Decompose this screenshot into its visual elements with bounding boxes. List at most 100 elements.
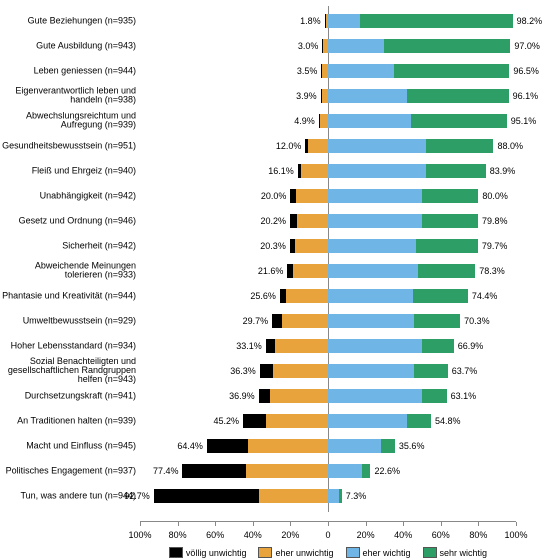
bar-sehr_wichtig [422, 389, 447, 403]
bar-eher_unwichtig [282, 314, 328, 328]
bar-eher_wichtig [328, 314, 414, 328]
bar-eher_unwichtig [273, 364, 328, 378]
chart-row: Phantasie und Kreativität (n=944)25.6%74… [0, 283, 560, 308]
chart-row: Eigenverantwortlich leben und handeln (n… [0, 83, 560, 108]
bar-voellig_unwichtig [287, 264, 293, 278]
chart-row: Abwechslungsreichtum und Aufregung (n=93… [0, 108, 560, 133]
bar-sehr_wichtig [407, 414, 431, 428]
chart-row: An Traditionen halten (n=939)45.2%54.8% [0, 408, 560, 433]
neg-pct-label: 1.8% [279, 16, 321, 26]
x-tick-label: 60% [206, 530, 224, 540]
row-label: Unabhängigkeit (n=942) [0, 191, 136, 200]
legend-label: völlig unwichtig [186, 548, 247, 558]
row-label: Eigenverantwortlich leben und handeln (n… [0, 86, 136, 105]
row-label: Politisches Engagement (n=937) [0, 466, 136, 475]
bar-sehr_wichtig [414, 314, 460, 328]
bar-eher_wichtig [328, 114, 411, 128]
pos-pct-label: 79.7% [482, 241, 508, 251]
bar-sehr_wichtig [418, 264, 475, 278]
x-tick [215, 522, 216, 526]
x-tick [366, 522, 367, 526]
bar-eher_wichtig [328, 389, 422, 403]
bar-voellig_unwichtig [290, 214, 297, 228]
bar-eher_unwichtig [248, 439, 328, 453]
neg-pct-label: 20.3% [244, 241, 286, 251]
x-tick-label: 60% [432, 530, 450, 540]
row-label: Durchsetzungskraft (n=941) [0, 391, 136, 400]
chart-row: Sozial Benachteiligten und gesellschaftl… [0, 358, 560, 383]
neg-pct-label: 12.0% [259, 141, 301, 151]
bar-eher_unwichtig [296, 189, 328, 203]
chart-row: Politisches Engagement (n=937)77.4%22.6% [0, 458, 560, 483]
bar-eher_wichtig [328, 239, 416, 253]
bar-voellig_unwichtig [321, 64, 322, 78]
x-tick-label: 100% [504, 530, 527, 540]
pos-pct-label: 78.3% [479, 266, 505, 276]
bar-eher_wichtig [328, 64, 394, 78]
bar-eher_wichtig [328, 39, 384, 53]
row-label: Abwechslungsreichtum und Aufregung (n=93… [0, 111, 136, 130]
chart-row: Macht und Einfluss (n=945)64.4%35.6% [0, 433, 560, 458]
row-label: Gesundheitsbewusstsein (n=951) [0, 141, 136, 150]
bar-sehr_wichtig [407, 89, 509, 103]
legend-swatch [169, 547, 183, 558]
neg-pct-label: 29.7% [226, 316, 268, 326]
bar-voellig_unwichtig [319, 114, 321, 128]
legend-item: eher wichtig [346, 547, 411, 558]
bar-voellig_unwichtig [298, 164, 302, 178]
pos-pct-label: 95.1% [511, 116, 537, 126]
legend-label: eher wichtig [363, 548, 411, 558]
neg-pct-label: 21.6% [241, 266, 283, 276]
pos-pct-label: 83.9% [490, 166, 516, 176]
bar-eher_unwichtig [320, 114, 328, 128]
row-label: Leben geniessen (n=944) [0, 66, 136, 75]
x-tick [140, 522, 141, 526]
bar-eher_wichtig [328, 364, 414, 378]
bar-voellig_unwichtig [321, 89, 322, 103]
bar-eher_wichtig [328, 164, 426, 178]
bar-voellig_unwichtig [290, 189, 296, 203]
row-label: An Traditionen halten (n=939) [0, 416, 136, 425]
diverging-bar-chart: Gute Beziehungen (n=935)1.8%98.2%Gute Au… [0, 0, 560, 560]
legend-label: eher unwichtig [275, 548, 333, 558]
bar-sehr_wichtig [381, 439, 395, 453]
chart-row: Abweichende Meinungen tolerieren (n=933)… [0, 258, 560, 283]
chart-row: Durchsetzungskraft (n=941)36.9%63.1% [0, 383, 560, 408]
row-label: Macht und Einfluss (n=945) [0, 441, 136, 450]
bar-sehr_wichtig [426, 139, 494, 153]
neg-pct-label: 92.7% [108, 491, 150, 501]
neg-pct-label: 64.4% [161, 441, 203, 451]
bar-eher_unwichtig [259, 489, 328, 503]
pos-pct-label: 66.9% [458, 341, 484, 351]
neg-pct-label: 3.9% [275, 91, 317, 101]
bar-voellig_unwichtig [305, 139, 308, 153]
pos-pct-label: 98.2% [517, 16, 543, 26]
neg-pct-label: 4.9% [273, 116, 315, 126]
bar-voellig_unwichtig [243, 414, 266, 428]
bar-voellig_unwichtig [266, 339, 275, 353]
chart-row: Unabhängigkeit (n=942)20.0%80.0% [0, 183, 560, 208]
x-tick-label: 20% [281, 530, 299, 540]
pos-pct-label: 54.8% [435, 416, 461, 426]
pos-pct-label: 80.0% [482, 191, 508, 201]
bar-sehr_wichtig [360, 14, 513, 28]
bar-eher_wichtig [328, 14, 360, 28]
pos-pct-label: 70.3% [464, 316, 490, 326]
bar-voellig_unwichtig [260, 364, 273, 378]
x-tick [516, 522, 517, 526]
row-label: Fleiß und Ehrgeiz (n=940) [0, 166, 136, 175]
neg-pct-label: 36.3% [214, 366, 256, 376]
row-label: Abweichende Meinungen tolerieren (n=933) [0, 261, 136, 280]
bar-voellig_unwichtig [322, 39, 323, 53]
pos-pct-label: 63.1% [451, 391, 477, 401]
row-label: Hoher Lebensstandard (n=934) [0, 341, 136, 350]
bar-sehr_wichtig [362, 464, 371, 478]
row-label: Phantasie und Kreativität (n=944) [0, 291, 136, 300]
x-tick [403, 522, 404, 526]
bar-voellig_unwichtig [207, 439, 248, 453]
bar-sehr_wichtig [413, 289, 468, 303]
neg-pct-label: 77.4% [136, 466, 178, 476]
bar-eher_wichtig [328, 339, 422, 353]
x-tick-label: 100% [128, 530, 151, 540]
bar-eher_wichtig [328, 264, 418, 278]
